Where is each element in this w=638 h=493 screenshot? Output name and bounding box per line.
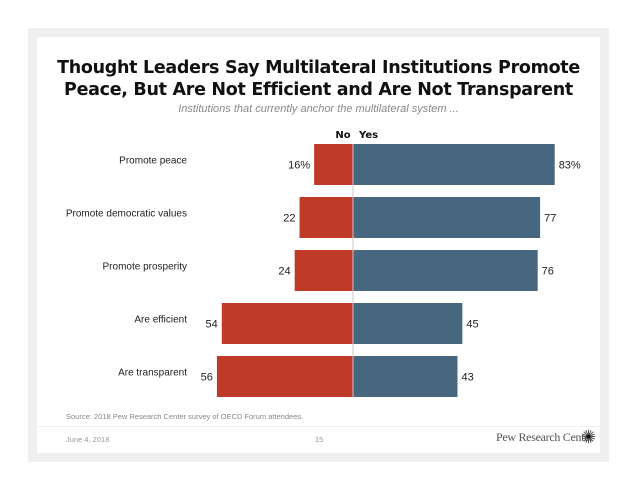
legend-yes: Yes xyxy=(358,130,378,141)
chart-title-line-2: Peace, But Are Not Efficient and Are Not… xyxy=(64,80,573,100)
bar-yes xyxy=(353,250,538,291)
data-label-yes: 43 xyxy=(461,372,473,384)
brand-logo-text: Pew Research Center xyxy=(496,430,593,444)
bar-yes xyxy=(353,144,555,185)
chart-subtitle: Institutions that currently anchor the m… xyxy=(178,103,459,115)
bar-yes xyxy=(353,356,458,397)
diverging-bar-chart: No Yes Promote peace 16% 83% Promote democrat… xyxy=(66,130,581,397)
data-label-no: 54 xyxy=(206,319,218,331)
bar-yes xyxy=(353,303,463,344)
legend-no: No xyxy=(335,130,350,141)
page-number: 15 xyxy=(315,435,324,444)
bar-no xyxy=(294,250,353,291)
slide: Thought Leaders Say Multilateral Institu… xyxy=(37,37,600,453)
data-label-no: 24 xyxy=(278,266,290,278)
bar-no xyxy=(216,356,353,397)
bar-yes xyxy=(353,197,541,238)
data-label-no: 16% xyxy=(288,160,310,172)
footer-divider xyxy=(37,426,600,427)
bar-no xyxy=(299,197,353,238)
chart-title-line-1: Thought Leaders Say Multilateral Institu… xyxy=(57,58,580,78)
bar-no xyxy=(314,144,353,185)
bar-no xyxy=(221,303,353,344)
footer-date: June 4, 2018 xyxy=(66,435,110,444)
category-label: Promote democratic values xyxy=(66,209,187,220)
category-label: Are transparent xyxy=(118,368,187,379)
data-label-yes: 83% xyxy=(559,160,581,172)
category-label: Promote peace xyxy=(119,156,187,167)
data-label-yes: 76 xyxy=(542,266,554,278)
data-label-no: 22 xyxy=(283,213,295,225)
pew-logo-icon xyxy=(581,429,596,444)
data-label-yes: 45 xyxy=(466,319,478,331)
category-label: Are efficient xyxy=(134,315,187,326)
data-label-no: 56 xyxy=(201,372,213,384)
data-label-yes: 77 xyxy=(544,213,556,225)
category-label: Promote prosperity xyxy=(103,262,187,273)
source-note: Source: 2018 Pew Research Center survey … xyxy=(66,412,304,421)
chart-title: Thought Leaders Say Multilateral Institu… xyxy=(37,57,600,101)
